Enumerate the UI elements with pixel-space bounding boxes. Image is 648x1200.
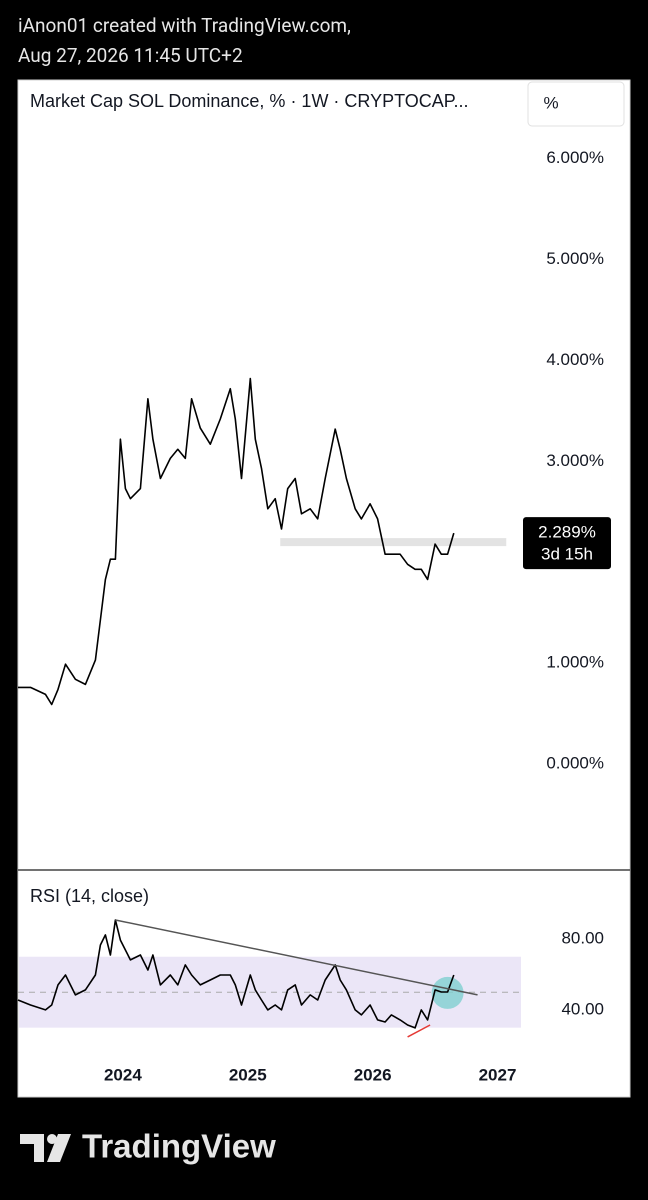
series-line <box>17 919 455 1029</box>
header-date: Aug 27, 2026 11:45 UTC+2 <box>18 44 243 67</box>
header-author: iAnon01 created with TradingView.com, <box>18 14 351 37</box>
countdown-label: 3d 15h <box>541 545 593 564</box>
y-tick-label: 40.00 <box>561 999 604 1018</box>
y-tick-label: 3.000% <box>546 451 604 470</box>
x-tick-label: 2025 <box>229 1065 267 1084</box>
rsi-title: RSI (14, close) <box>30 886 149 906</box>
x-tick-label: 2027 <box>479 1065 517 1084</box>
y-tick-label: 5.000% <box>546 249 604 268</box>
y-tick-label: 4.000% <box>546 350 604 369</box>
x-tick-label: 2024 <box>104 1065 142 1084</box>
y-tick-label: 80.00 <box>561 928 604 947</box>
trendline <box>407 1024 431 1038</box>
last-price-box <box>523 517 611 570</box>
y-tick-label: 6.000% <box>546 148 604 167</box>
series-line <box>18 377 455 706</box>
trendline <box>115 919 478 996</box>
unit-button[interactable] <box>527 81 625 127</box>
panel <box>17 79 631 1098</box>
y-tick-label: 1.000% <box>546 653 604 672</box>
y-tick-label: 0.000% <box>546 754 604 773</box>
chart-title: Market Cap SOL Dominance, % · 1W · CRYPT… <box>30 91 468 111</box>
unit-button-label[interactable]: % <box>543 93 558 112</box>
last-price-label: 2.289% <box>538 523 596 542</box>
brand-logo <box>20 1134 71 1162</box>
x-tick-label: 2026 <box>354 1065 392 1084</box>
highlight <box>431 976 464 1009</box>
brand-name: TradingView <box>82 1128 276 1165</box>
